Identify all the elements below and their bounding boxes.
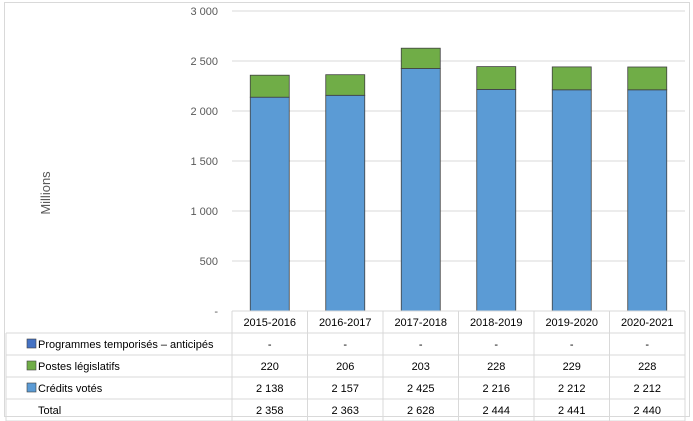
x-category-label: 2015-2016 <box>243 317 296 329</box>
bar-segment <box>325 74 366 96</box>
table-cell: 203 <box>412 361 430 373</box>
table-cell: 2 440 <box>633 405 661 417</box>
table-cell: 2 628 <box>407 405 435 417</box>
x-category-label: 2016-2017 <box>319 317 372 329</box>
y-tick-label: - <box>214 306 218 318</box>
y-tick-label: 3 000 <box>190 6 218 18</box>
table-cell: 228 <box>487 361 505 373</box>
bar-segment <box>551 66 592 91</box>
bar-segment <box>476 66 517 90</box>
x-category-label: 2017-2018 <box>394 317 447 329</box>
table-cell: 2 157 <box>331 383 359 395</box>
chart-frame <box>4 2 690 417</box>
bar-segment <box>249 96 290 312</box>
legend-label: Crédits votés <box>38 383 103 395</box>
bar-segment <box>551 89 592 312</box>
table-cell: 2 444 <box>482 405 510 417</box>
gridlines <box>232 10 685 312</box>
bar-segment <box>627 66 668 91</box>
table-cell: - <box>645 339 649 351</box>
legend-swatch <box>26 338 37 349</box>
y-axis-label: Millions <box>38 171 53 215</box>
legend-label: Programmes temporisés – anticipés <box>38 339 214 351</box>
x-category-label: 2018-2019 <box>470 317 523 329</box>
bar-segment <box>400 47 441 69</box>
table-cell: 2 363 <box>331 405 359 417</box>
table-cell: 2 138 <box>256 383 284 395</box>
table-cell: 2 441 <box>558 405 586 417</box>
bar-segment <box>249 74 290 98</box>
y-tick-label: 2 000 <box>190 106 218 118</box>
table-cell: - <box>494 339 498 351</box>
x-category-label: 2019-2020 <box>545 317 598 329</box>
bars <box>249 47 668 312</box>
x-category-label: 2020-2021 <box>621 317 674 329</box>
table-cell: 2 425 <box>407 383 435 395</box>
y-tick-label: 2 500 <box>190 56 218 68</box>
bar-segment <box>627 89 668 312</box>
table-cell: 220 <box>261 361 279 373</box>
y-tick-label: 1 500 <box>190 156 218 168</box>
bar-segment <box>400 68 441 312</box>
data-table: 2015-2016 2016-2017 2017-2018 2018-2019 2019… <box>5 310 686 421</box>
table-cell: 228 <box>638 361 656 373</box>
bar-segment <box>476 89 517 312</box>
bar-segment <box>325 94 366 312</box>
legend-label: Total <box>38 405 61 417</box>
table-cell: - <box>419 339 423 351</box>
table-cell: - <box>570 339 574 351</box>
table-cell: 2 212 <box>633 383 661 395</box>
legend-swatch <box>26 382 37 393</box>
table-cell: 229 <box>563 361 581 373</box>
table-cell: 2 212 <box>558 383 586 395</box>
table-cell: 2 358 <box>256 405 284 417</box>
table-cell: 206 <box>336 361 354 373</box>
y-tick-label: 500 <box>200 256 218 268</box>
table-cell: 2 216 <box>482 383 510 395</box>
y-axis-ticks: - 500 1 000 1 500 2 000 2 500 3 000 <box>190 6 218 318</box>
y-tick-label: 1 000 <box>190 206 218 218</box>
legend-label: Postes législatifs <box>38 361 120 373</box>
table-cell: - <box>343 339 347 351</box>
table-cell: - <box>268 339 272 351</box>
legend-swatch <box>26 360 37 371</box>
